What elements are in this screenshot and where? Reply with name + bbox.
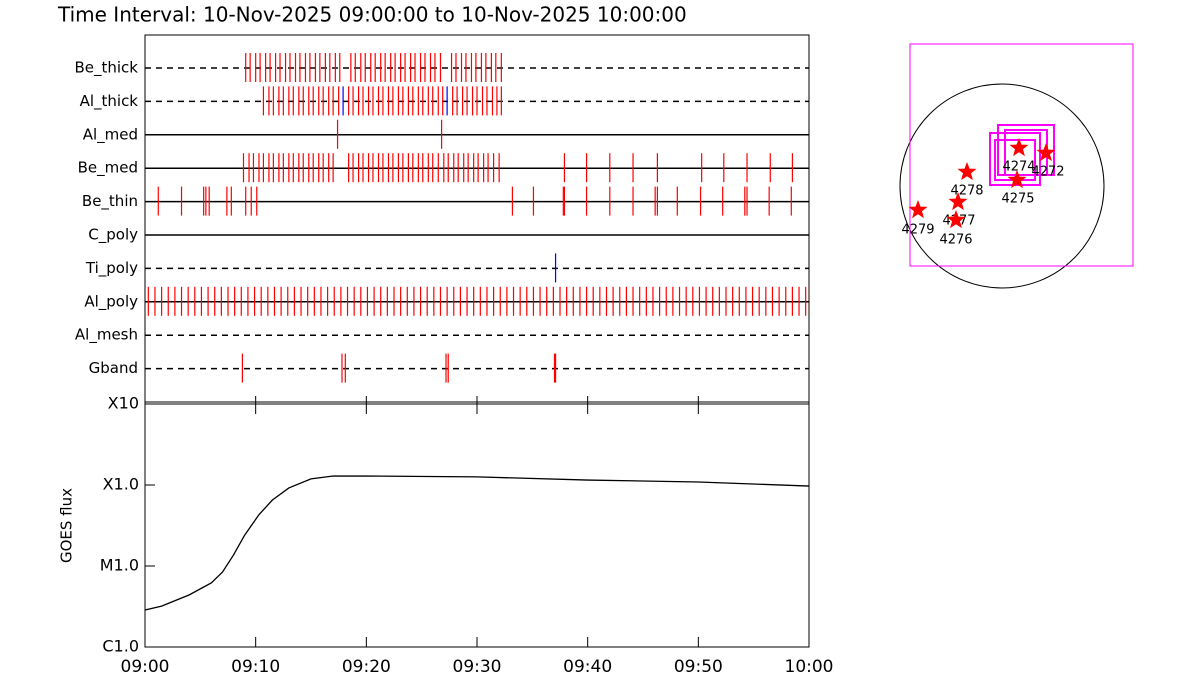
region-star <box>1036 143 1056 162</box>
row-label: Al_poly <box>84 292 138 311</box>
x-tick-label: 09:30 <box>453 657 502 677</box>
x-tick-label: 09:20 <box>342 657 391 677</box>
region-label: 4276 <box>939 233 972 248</box>
row-label: Be_med <box>78 159 138 178</box>
row-label: Be_thin <box>82 192 138 211</box>
row-label: Al_thick <box>80 92 139 111</box>
region-label: 4275 <box>1001 192 1034 207</box>
y-tick-label: M1.0 <box>100 556 139 575</box>
y-axis-label: GOES flux <box>58 488 76 563</box>
fov-box <box>909 43 1134 267</box>
row-label: Al_mesh <box>75 326 138 345</box>
x-tick-label: 09:00 <box>121 657 170 677</box>
row-label: Ti_poly <box>85 259 138 278</box>
x-tick-label: 09:50 <box>674 657 723 677</box>
y-tick-label: C1.0 <box>102 637 139 656</box>
region-star <box>1007 170 1027 189</box>
x-tick-label: 10:00 <box>785 657 834 677</box>
region-label: 4274 <box>1002 160 1035 175</box>
row-label: Be_thick <box>74 59 138 78</box>
row-label: Al_med <box>83 125 138 144</box>
region-star <box>957 162 977 181</box>
y-tick-label: X1.0 <box>103 475 139 494</box>
row-label: Gband <box>89 359 138 377</box>
region-star <box>948 192 968 211</box>
region-star <box>1009 138 1029 157</box>
region-label: 4272 <box>1031 165 1064 180</box>
row-label: C_poly <box>88 226 138 245</box>
y-tick-label: X10 <box>108 394 139 413</box>
region-star <box>908 200 928 219</box>
x-tick-label: 09:40 <box>563 657 612 677</box>
region-star <box>946 210 966 229</box>
goes-frame <box>144 403 810 648</box>
region-label: 4279 <box>901 223 934 238</box>
goes-curve <box>144 475 810 611</box>
sun-limb <box>899 83 1105 289</box>
region-label: 4278 <box>950 184 983 199</box>
x-tick-label: 09:10 <box>231 657 280 677</box>
title: Time Interval: 10-Nov-2025 09:00:00 to 1… <box>57 3 687 27</box>
